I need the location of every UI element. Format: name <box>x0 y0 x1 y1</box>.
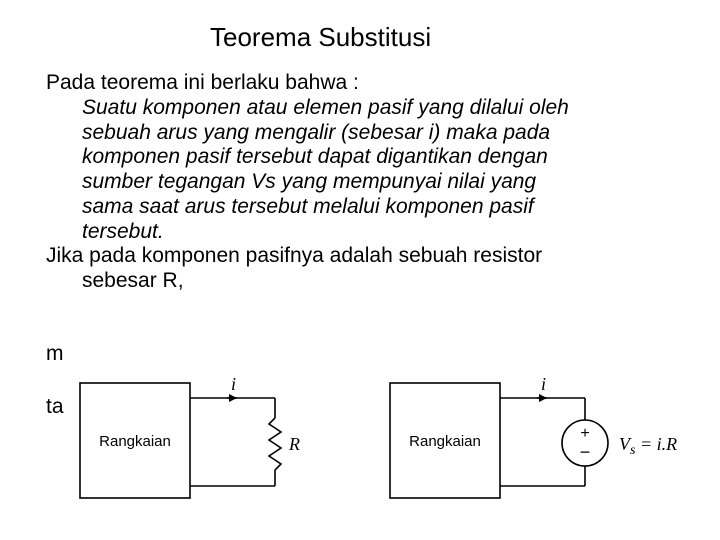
source-plus: + <box>580 425 589 442</box>
theorem-block: Suatu komponen atau elemen pasif yang di… <box>46 96 674 245</box>
para2-line: sebesar R, <box>82 269 674 294</box>
resistor-label: R <box>288 434 300 454</box>
theorem-line: komponen pasif tersebut dapat digantikan… <box>82 145 674 170</box>
box-label: Rangkaian <box>99 433 171 450</box>
theorem-line: Suatu komponen atau elemen pasif yang di… <box>82 96 674 121</box>
page-title: Teorema Substitusi <box>0 0 720 53</box>
theorem-line: tersebut. <box>82 220 674 245</box>
theorem-line: sebuah arus yang mengalir (sebesar i) ma… <box>82 121 674 146</box>
box-label: Rangkaian <box>409 433 481 450</box>
current-label: i <box>541 374 546 394</box>
theorem-line: sama saat arus tersebut melalui komponen… <box>82 195 674 220</box>
theorem-line: sumber tegangan Vs yang mempunyai nilai … <box>82 170 674 195</box>
lead-line: Pada teorema ini berlaku bahwa : <box>46 71 674 96</box>
source-minus: − <box>580 442 591 462</box>
vs-label: Vs = i.R <box>619 434 677 458</box>
text-fragment: ta <box>46 395 64 419</box>
circuit-right: + − Rangkaian i Vs = i.R <box>385 358 685 518</box>
body-text: Pada teorema ini berlaku bahwa : Suatu k… <box>0 53 720 294</box>
para2-line: Jika pada komponen pasifnya adalah sebua… <box>46 244 674 269</box>
circuit-left: Rangkaian i R <box>75 358 325 518</box>
circuit-diagrams: Rangkaian i R + − Rangkaian i Vs = i.R <box>75 358 685 518</box>
current-label: i <box>231 374 236 394</box>
text-fragment: m <box>46 342 64 366</box>
